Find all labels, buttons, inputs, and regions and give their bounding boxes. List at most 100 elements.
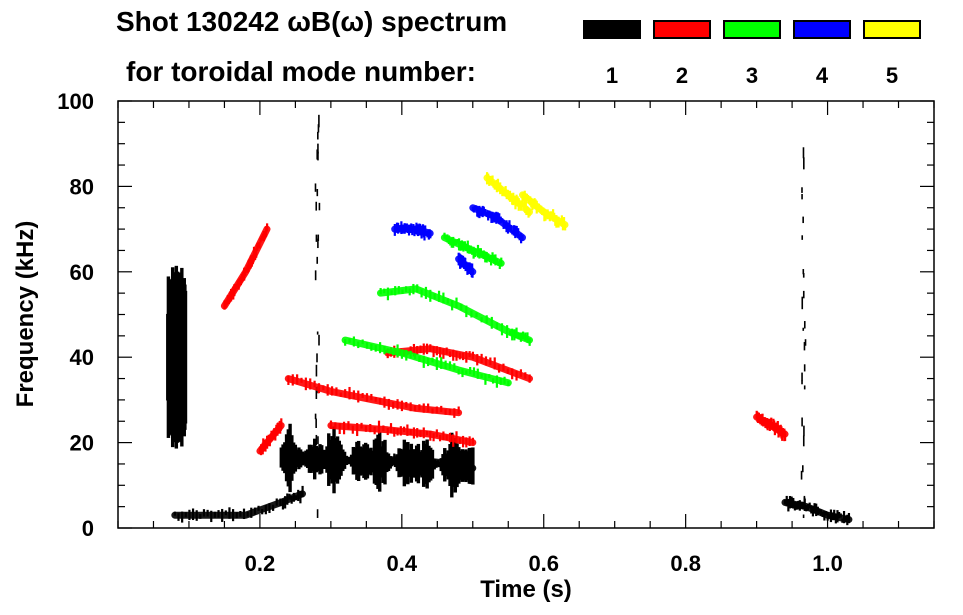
mode-line-speck <box>416 346 419 356</box>
mode-line-speck <box>250 507 253 518</box>
mode-line-speck <box>242 508 246 520</box>
mode-line-speck <box>528 209 531 217</box>
mode-line-speck <box>401 289 404 295</box>
mode-line-speck <box>409 350 412 359</box>
mode-line-speck <box>447 235 450 245</box>
mode-line-speck <box>445 457 448 466</box>
mode-line-speck <box>797 500 800 510</box>
mode-line-speck <box>405 349 408 361</box>
mode-line-speck <box>286 493 289 505</box>
mode-line-speck <box>417 458 420 464</box>
mode-stripe-speck <box>803 385 806 390</box>
mode-line-speck <box>255 248 258 258</box>
plot-area <box>118 101 934 528</box>
mode-line-speck <box>239 510 242 517</box>
mode-line-speck <box>816 506 819 516</box>
mode-line-speck <box>461 352 465 361</box>
mode-burst-column <box>383 439 387 485</box>
mode-line-speck <box>360 422 363 429</box>
mode-burst-column <box>363 442 368 480</box>
mode-line-speck <box>481 250 484 258</box>
mode-line-speck <box>405 401 408 408</box>
mode-line-speck <box>800 501 803 509</box>
mode-burst-column <box>353 447 357 475</box>
series-n=3 <box>341 232 533 388</box>
mode-line-speck <box>424 225 427 234</box>
mode-line-speck <box>820 509 823 516</box>
mode-line-speck <box>427 357 430 367</box>
mode-line-speck <box>268 436 271 447</box>
mode-line-speck <box>229 288 233 302</box>
mode-line-speck <box>495 211 498 224</box>
mode-line-speck <box>463 241 466 250</box>
mode-burst-column <box>314 445 319 473</box>
legend-label-n4: 4 <box>815 63 829 88</box>
mode-stripe-speck <box>802 216 804 224</box>
mode-line-speck <box>458 461 461 471</box>
mode-line-speck <box>275 498 278 506</box>
mode-line-speck <box>440 357 443 369</box>
mode-line-speck <box>387 398 390 410</box>
mode-line-speck <box>279 498 282 507</box>
mode-line-speck <box>313 380 316 388</box>
mode-stripe-speck <box>803 342 806 351</box>
mode-line-speck <box>397 286 400 294</box>
mode-line-speck <box>412 454 416 467</box>
mode-line-speck <box>447 459 450 465</box>
mode-line-speck <box>515 371 518 381</box>
mode-stripe-speck <box>801 187 803 193</box>
mode-line-speck <box>422 355 425 368</box>
mode-line-speck <box>266 223 269 232</box>
mode-line-speck <box>224 510 227 516</box>
mode-line-speck <box>264 226 268 237</box>
mode-line-speck <box>347 421 350 430</box>
mode-burst-column <box>286 429 291 487</box>
mode-line-speck <box>424 286 428 299</box>
mode-line-speck <box>463 459 466 471</box>
mode-line-speck <box>400 400 404 412</box>
mode-line-speck <box>524 332 527 341</box>
mode-stripe-speck <box>315 234 318 242</box>
mode-line-speck <box>818 509 821 514</box>
mode-line-speck <box>264 505 267 515</box>
mode-stripe-speck <box>318 334 320 346</box>
mode-line-speck <box>406 453 409 464</box>
mode-line-speck <box>416 428 419 438</box>
y-tick-label: 80 <box>70 174 94 199</box>
mode-stripe-speck <box>802 147 805 159</box>
mode-line-speck <box>416 284 419 293</box>
mode-line-speck <box>476 368 479 379</box>
mode-line-speck <box>470 310 473 318</box>
mode-stripe-speck <box>315 434 318 445</box>
mode-line-speck <box>396 428 399 436</box>
mode-line-speck <box>452 459 455 468</box>
mode-line-speck <box>493 357 496 370</box>
mode-line-speck <box>813 503 816 514</box>
mode-line-speck <box>444 235 448 240</box>
mode-line-speck <box>476 354 479 366</box>
mode-line-speck <box>423 227 426 241</box>
mode-line <box>327 422 477 447</box>
mode-line-speck <box>500 257 503 267</box>
mode-line-speck <box>413 353 417 360</box>
mode-line-speck <box>526 195 530 201</box>
mode-stripe-speck <box>317 124 320 133</box>
y-tick-label: 100 <box>57 89 94 114</box>
mode-line-speck <box>492 214 495 222</box>
mode-stripe-speck <box>314 413 317 420</box>
mode-line-speck <box>429 430 432 441</box>
mode-burst-column <box>358 446 363 476</box>
mode-line-speck <box>498 259 501 270</box>
mode-line-speck <box>365 342 369 349</box>
mode-line-speck <box>465 370 468 375</box>
mode-line-speck <box>400 350 404 359</box>
mode-line-speck <box>296 374 299 385</box>
mode-line-speck <box>482 250 485 259</box>
mode-line-speck <box>521 234 524 241</box>
mode-line-speck <box>480 317 483 323</box>
mode-line-speck <box>455 431 458 444</box>
mode-line-speck <box>479 248 482 257</box>
mode-burst-column <box>288 423 292 493</box>
mode-line-speck <box>410 457 413 464</box>
mode-line-speck <box>390 290 393 295</box>
